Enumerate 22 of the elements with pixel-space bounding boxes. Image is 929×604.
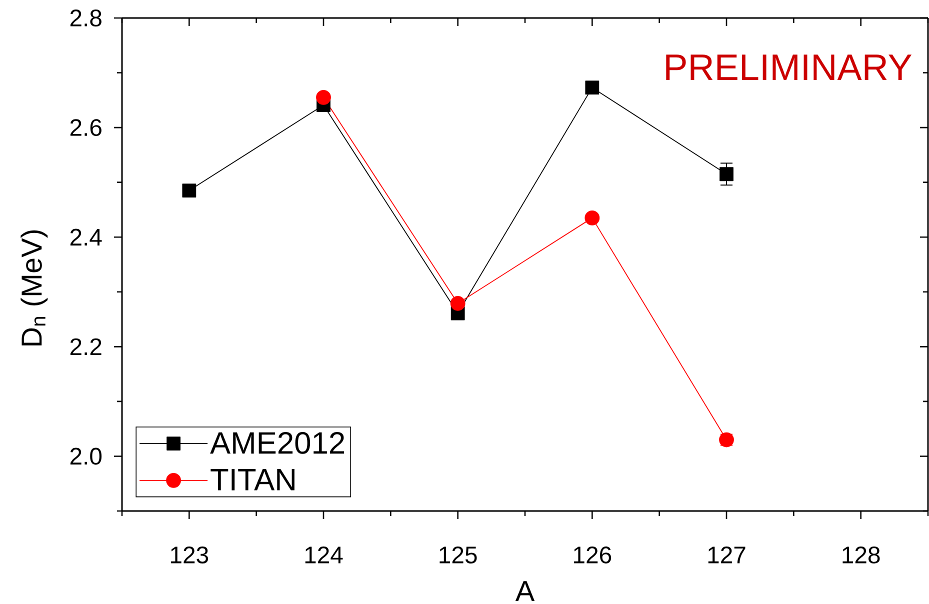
- legend-label: AME2012: [210, 432, 344, 454]
- point: [182, 184, 196, 198]
- x-tick-label: 128: [842, 546, 880, 564]
- legend-label: TITAN: [210, 469, 294, 490]
- y-tick-label: 2.0: [70, 448, 102, 465]
- x-tick-label: 123: [171, 546, 208, 564]
- y-tick-label: 2.8: [70, 10, 102, 26]
- x-tick-label: 127: [708, 546, 746, 564]
- y-tick-label: 2.2: [70, 338, 102, 356]
- point: [584, 210, 600, 226]
- point: [316, 90, 331, 105]
- point: [450, 296, 466, 311]
- x-tick-label: 124: [305, 546, 343, 564]
- x-axis-title: A: [515, 581, 535, 601]
- x-tick-label: 126: [574, 546, 612, 564]
- point: [720, 167, 734, 182]
- y-axis-title: D$_{n}$ (MeV): [20, 230, 48, 346]
- y-tick-label: 2.4: [70, 228, 102, 246]
- x-tick-label: 125: [440, 546, 477, 564]
- point: [585, 80, 600, 95]
- annotation: PRELIMINARY: [666, 54, 912, 80]
- y-tick-label: 2.6: [70, 119, 102, 136]
